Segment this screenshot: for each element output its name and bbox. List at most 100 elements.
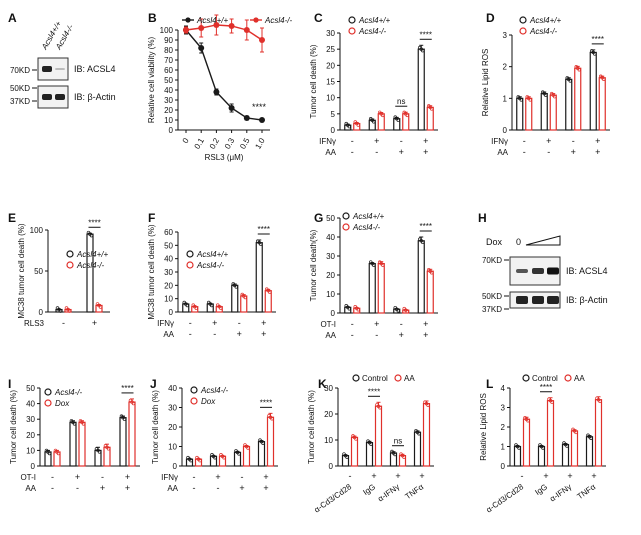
legend-label: Acsl4-/- (54, 388, 82, 397)
condition-sign: - (572, 136, 575, 146)
legend-marker (253, 17, 259, 23)
y-tick-label: 20 (326, 271, 335, 280)
condition-sign: + (125, 483, 130, 493)
data-point (261, 441, 265, 445)
legend-label: Acsl4+/+ (196, 16, 228, 25)
chart-E: 0 50 100 MC38 tumor cell death (%) **** RLS3 -… (17, 218, 110, 328)
condition-sign: + (261, 329, 266, 339)
legend-label: Dox (201, 397, 216, 406)
y-tick-label: 40 (326, 233, 335, 242)
y-axis-label: Tumor cell death(%) (309, 229, 318, 301)
condition-sign: + (423, 330, 428, 340)
y-tick-label: 30 (168, 404, 177, 413)
condition-sign: + (75, 472, 80, 482)
condition-sign: + (395, 471, 400, 481)
y-tick-label: 30 (26, 415, 35, 424)
data-point (228, 105, 235, 111)
bar (585, 436, 594, 467)
data-point (210, 303, 214, 308)
significance-label: **** (420, 222, 432, 231)
significance-label: **** (368, 387, 380, 396)
category-label: α-IFNγ (376, 482, 401, 503)
condition-sign: + (237, 329, 242, 339)
y-tick-label: 40 (164, 86, 173, 95)
category-label: TNFα (403, 482, 425, 501)
data-point (592, 52, 597, 56)
data-point (405, 309, 410, 314)
data-point (430, 270, 434, 275)
data-point (354, 437, 358, 441)
data-point (421, 240, 425, 245)
condition-sign: + (263, 483, 268, 493)
data-point (519, 98, 523, 102)
bar (565, 78, 573, 131)
condition-label: OT-I (320, 320, 336, 329)
panel-letter-K: K (318, 377, 327, 391)
y-tick-label: 2 (503, 63, 508, 72)
significance-label: ns (394, 437, 402, 446)
dox-zero: 0 (516, 237, 521, 247)
chart-L: 0 1 2 3 4 Relative Lipid ROS **** - + + + α-Cd3/Cd2… (479, 374, 606, 514)
condition-sign: - (375, 330, 378, 340)
blot-label: IB: ACSL4 (74, 64, 116, 74)
condition-sign: - (521, 471, 524, 481)
data-point (568, 79, 572, 83)
y-tick-label: 50 (164, 76, 173, 85)
panel-letter-L: L (486, 377, 493, 391)
condition-sign: - (189, 318, 192, 328)
y-tick-label: 70 (164, 56, 173, 65)
legend-marker (190, 386, 198, 394)
y-tick-label: 50 (326, 214, 335, 223)
data-point (189, 458, 193, 463)
blot-strip (37, 85, 69, 109)
y-tick-label: 15 (326, 78, 335, 87)
legend-marker (342, 223, 350, 231)
data-point (185, 303, 190, 308)
data-point (81, 422, 86, 426)
condition-sign: - (51, 483, 54, 493)
y-tick-label: 40 (164, 255, 173, 264)
y-tick-label: 3 (503, 31, 508, 40)
y-tick-label: 90 (164, 36, 173, 45)
condition-sign: + (92, 318, 97, 328)
data-point (213, 89, 220, 95)
data-point (372, 263, 376, 267)
bar (413, 431, 422, 467)
condition-sign: + (239, 483, 244, 493)
data-point (58, 309, 63, 313)
panel-letter-B: B (148, 11, 157, 25)
condition-label: AA (325, 148, 336, 157)
data-point (541, 446, 545, 450)
condition-sign: - (193, 472, 196, 482)
y-tick-label: 40 (168, 384, 177, 393)
panel-letter-F: F (148, 211, 155, 225)
significance-label: **** (121, 384, 133, 393)
y-axis-label: Tumor cell death (%) (307, 390, 316, 464)
condition-label: AA (25, 484, 36, 493)
y-tick-label: 30 (164, 96, 173, 105)
panel-letter-H: H (478, 211, 487, 225)
y-tick-label: 40 (26, 400, 35, 409)
bar (377, 263, 385, 314)
condition-sign: - (76, 483, 79, 493)
data-point (268, 290, 272, 294)
data-point (259, 242, 263, 246)
bar (417, 48, 425, 131)
condition-sign: - (217, 483, 220, 493)
significance-label: **** (88, 218, 100, 227)
significance-label: **** (252, 102, 267, 112)
y-tick-label: 0 (39, 308, 44, 317)
bar (594, 399, 603, 467)
y-tick-label: 10 (168, 443, 177, 452)
y-axis-label: Tumor cell death (%) (9, 390, 18, 464)
data-point (259, 117, 265, 123)
bar (255, 242, 263, 313)
y-tick-label: 0 (331, 126, 336, 135)
bar (422, 403, 431, 467)
y-tick-label: 80 (164, 46, 173, 55)
marker-label: 70KD (10, 66, 30, 75)
blot-panel-H: H IB: ACSL4 IB: β-Actin 70KD 50KD 37KD Dox 0 (478, 211, 608, 314)
blot-band (532, 268, 544, 274)
